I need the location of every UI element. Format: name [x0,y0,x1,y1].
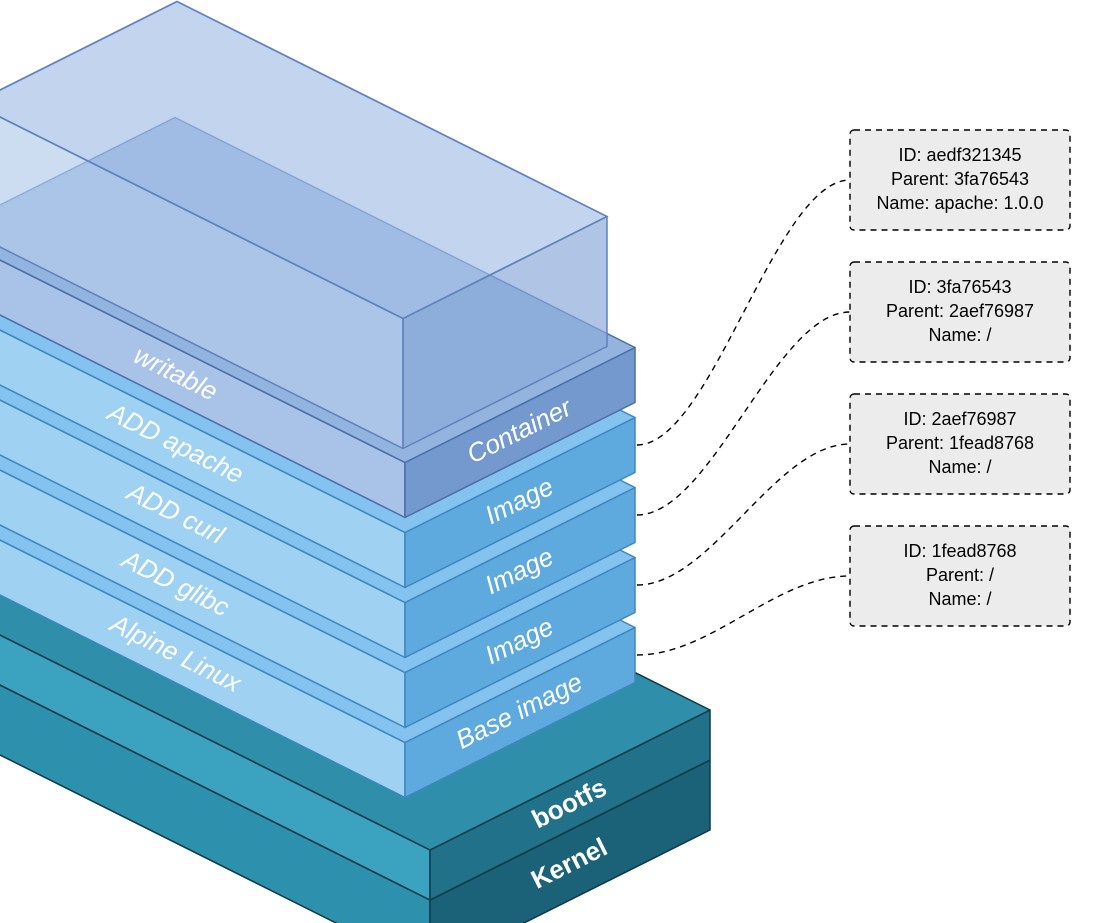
connector-line [637,312,850,515]
connector-line [637,576,850,655]
metadata-line: Parent: 3fa76543 [891,169,1029,189]
metadata-box-meta_apache: ID: aedf321345 Parent: 3fa76543 Name: apac… [850,130,1070,230]
docker-layers-diagram: KernelbootfsAlpine LinuxBase imageADD gl… [0,0,1104,923]
metadata-line: Name: apache: 1.0.0 [876,193,1043,213]
metadata-line: Name: / [928,589,991,609]
metadata-line: Name: / [928,457,991,477]
connector-line [637,180,850,445]
connectors [637,180,850,655]
metadata-line: ID: 1fead8768 [903,541,1016,561]
connector-line [637,444,850,585]
metadata-box-meta_curl: ID: 3fa76543 Parent: 2aef76987 Name: / [850,262,1070,362]
metadata-line: ID: 3fa76543 [908,277,1011,297]
layer-stack: KernelbootfsAlpine LinuxBase imageADD gl… [0,2,710,923]
metadata-line: Parent: 2aef76987 [886,301,1034,321]
metadata-line: ID: 2aef76987 [903,409,1016,429]
metadata-box-meta_base: ID: 1fead8768 Parent: / Name: / [850,526,1070,626]
metadata-line: Name: / [928,325,991,345]
metadata-line: ID: aedf321345 [898,145,1021,165]
metadata-line: Parent: / [926,565,994,585]
metadata-boxes: ID: aedf321345 Parent: 3fa76543 Name: apac… [850,130,1070,626]
metadata-box-meta_glibc: ID: 2aef76987 Parent: 1fead8768 Name: / [850,394,1070,494]
metadata-line: Parent: 1fead8768 [886,433,1034,453]
